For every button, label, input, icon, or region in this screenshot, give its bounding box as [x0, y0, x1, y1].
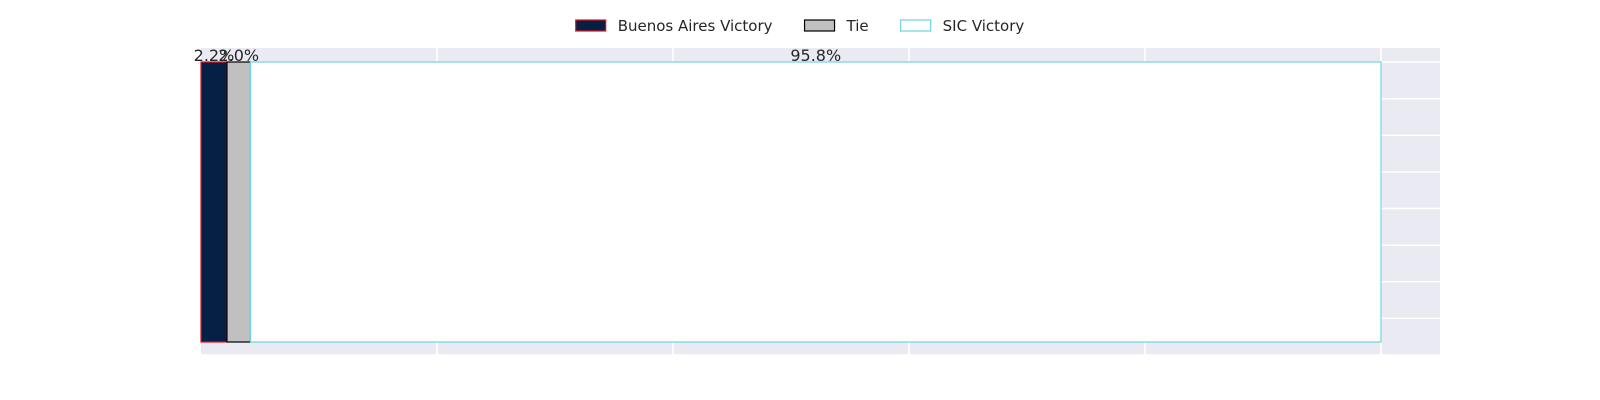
legend-label: SIC Victory [943, 17, 1025, 35]
legend-item-buenos-aires-victory: Buenos Aires Victory [575, 17, 773, 35]
bar-buenos-aires-victory [200, 61, 228, 343]
legend-swatch [575, 19, 607, 32]
legend-swatch [900, 19, 932, 32]
bars [200, 61, 1382, 343]
legend-swatch [803, 19, 836, 32]
legend-item-tie: Tie [803, 17, 869, 35]
bar-tie [226, 61, 252, 343]
legend-item-sic-victory: SIC Victory [900, 17, 1025, 35]
legend-label: Tie [846, 17, 869, 35]
legend: Buenos Aires Victory Tie SIC Victory [575, 17, 1025, 35]
data-label-tie: 2.0% [218, 46, 259, 65]
data-label-sic-victory: 95.8% [790, 46, 841, 65]
legend-label: Buenos Aires Victory [618, 17, 773, 35]
data-label-buenos-aires-victory: 2.2% [194, 46, 235, 65]
bar-sic-victory [249, 61, 1382, 343]
data-labels: 2.2%2.0% 95.8% [194, 46, 842, 65]
